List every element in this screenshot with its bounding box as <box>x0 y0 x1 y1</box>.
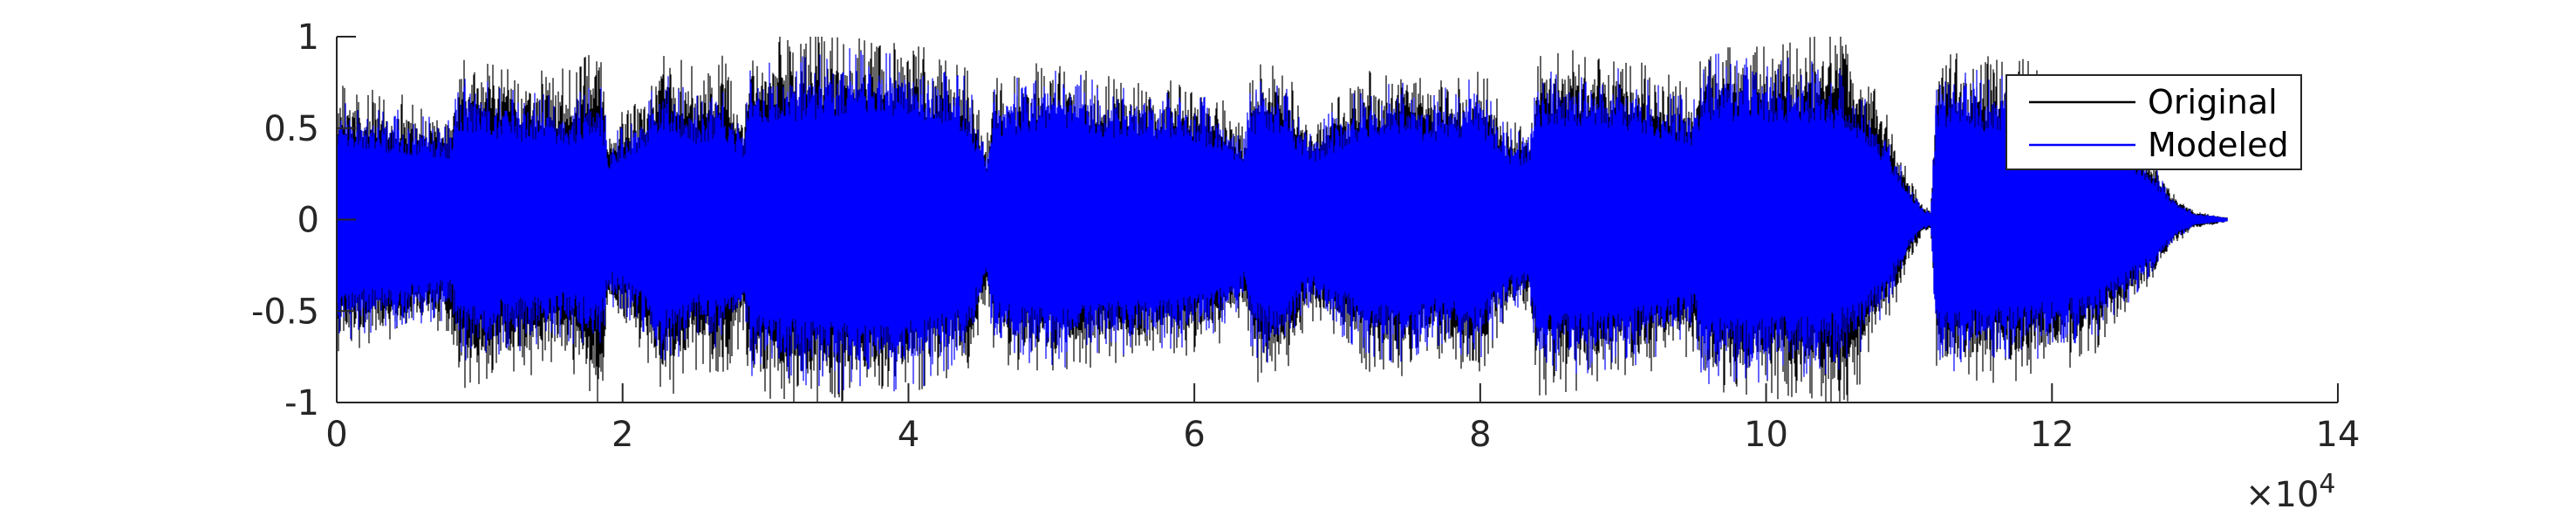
x-tick-label: 10 <box>1744 415 1788 455</box>
x-tick-label: 14 <box>2316 415 2361 455</box>
x-tick-label: 0 <box>325 415 347 455</box>
y-tick-label: -0.5 <box>251 292 319 332</box>
x-exponent-power: 4 <box>2319 469 2335 499</box>
x-exponent-label: ×104 <box>2245 469 2336 515</box>
legend-box <box>2005 74 2302 170</box>
legend-label-modeled: Modeled <box>2148 126 2289 164</box>
y-tick-label: -1 <box>284 383 319 423</box>
y-tick-label: 0.5 <box>263 109 319 149</box>
y-ticks: 1 0.5 0 -0.5 -1 <box>251 17 356 423</box>
x-ticks: 0 2 4 6 8 10 12 14 <box>325 383 2360 455</box>
x-tick-label: 8 <box>1469 415 1491 455</box>
x-tick-label: 6 <box>1183 415 1205 455</box>
x-tick-label: 2 <box>612 415 633 455</box>
legend-label-original: Original <box>2148 83 2278 121</box>
legend: Original Modeled <box>2005 74 2302 170</box>
x-tick-label: 12 <box>2030 415 2074 455</box>
y-tick-label: 1 <box>297 17 319 58</box>
x-tick-label: 4 <box>898 415 919 455</box>
x-exponent-base: ×10 <box>2245 475 2319 515</box>
y-tick-label: 0 <box>297 201 319 241</box>
